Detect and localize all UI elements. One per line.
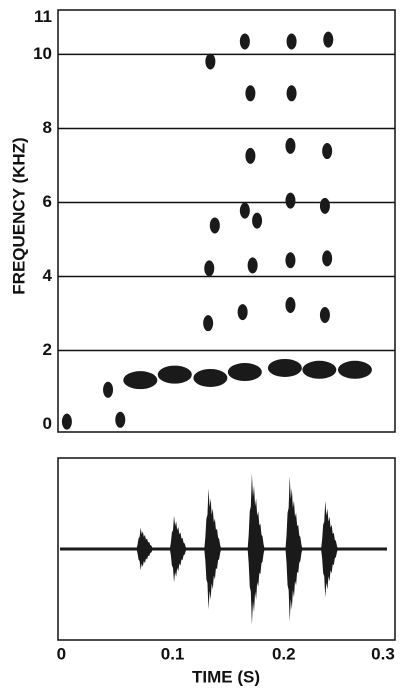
y-tick-label: 10 (33, 44, 52, 63)
y-tick-label: 8 (43, 118, 52, 137)
spectral-blob (157, 365, 192, 384)
spectral-blob (322, 250, 333, 267)
waveform-burst (321, 500, 339, 598)
spectral-blob (319, 307, 330, 324)
spectral-blob (337, 360, 372, 379)
y-tick-label: 2 (43, 340, 52, 359)
x-tick-label: 0.2 (272, 644, 296, 663)
waveform-burst (136, 527, 154, 571)
spectral-blob (286, 33, 297, 50)
spectral-blob (209, 217, 220, 234)
spectral-blob (247, 257, 258, 274)
spectral-blob (237, 304, 248, 321)
x-tick-label: 0.1 (161, 644, 185, 663)
waveform-burst (247, 473, 265, 625)
spectral-blob (123, 371, 158, 390)
spectral-blob (245, 147, 256, 164)
spectral-blob (205, 53, 216, 70)
spectrogram-frame (57, 9, 396, 433)
spectral-blob (323, 31, 334, 48)
spectral-blob (285, 252, 296, 269)
spectral-blob (302, 360, 337, 379)
spectral-blob (267, 358, 302, 377)
waveform-burst (285, 476, 303, 622)
spectral-blob (115, 411, 126, 428)
waveform-burst (169, 515, 187, 583)
spectral-blob (285, 192, 296, 209)
waveform-burst (204, 488, 222, 610)
y-tick-label: 6 (43, 192, 52, 211)
spectral-blob (285, 297, 296, 314)
spectral-blob (61, 413, 72, 430)
y-tick-label: 4 (43, 266, 53, 285)
spectral-blob (204, 260, 215, 277)
spectral-blob (203, 315, 214, 332)
spectral-blob (245, 85, 256, 102)
x-tick-label: 0 (57, 644, 66, 663)
x-axis-label: TIME (S) (192, 667, 260, 686)
spectral-blob (322, 143, 333, 160)
spectral-blob (227, 363, 262, 382)
y-axis-label: FREQUENCY (KHZ) (9, 137, 28, 294)
x-tick-label: 0.3 (371, 644, 395, 663)
spectral-blob (319, 197, 330, 214)
spectral-blob (239, 202, 250, 219)
waveform-frame (57, 457, 396, 641)
spectral-blob (193, 368, 228, 387)
y-tick-label: 11 (34, 7, 52, 26)
spectral-blob (103, 381, 114, 398)
spectral-blob (285, 137, 296, 154)
spectral-blob (252, 212, 263, 229)
y-tick-label: 0 (43, 414, 52, 433)
spectral-blob (239, 33, 250, 50)
spectral-blob (286, 85, 297, 102)
